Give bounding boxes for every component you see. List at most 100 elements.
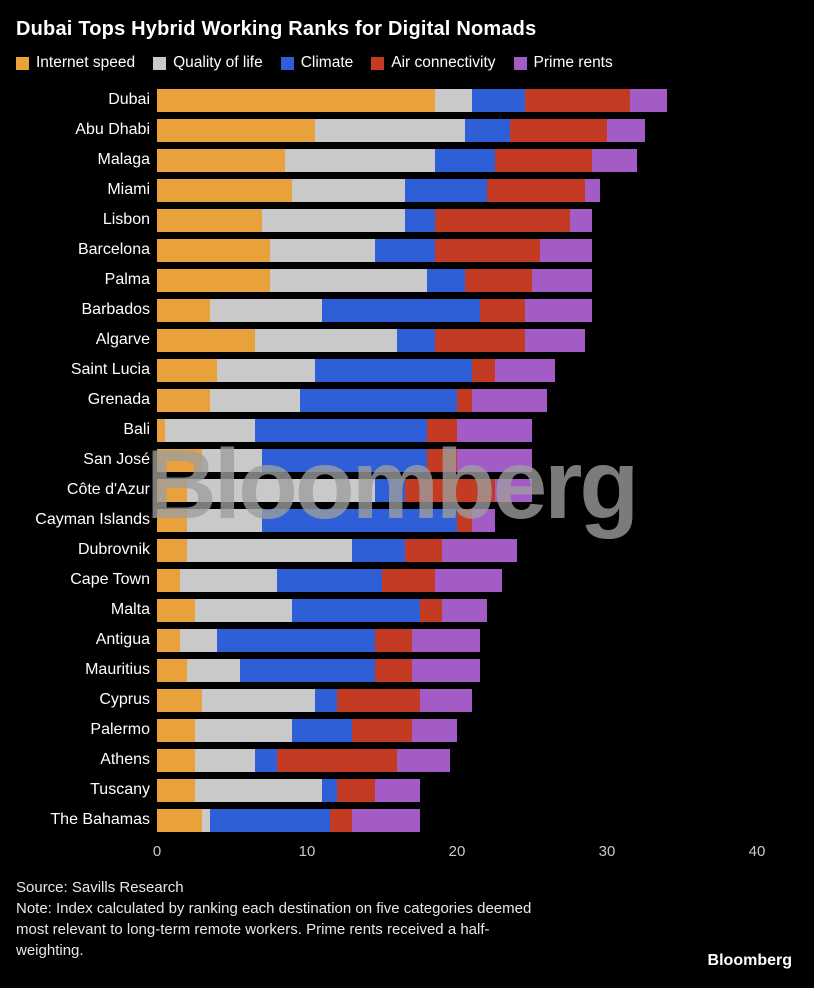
- bar-segment: [509, 118, 607, 142]
- bloomberg-logo: Bloomberg: [707, 952, 792, 969]
- bar-segment: [157, 718, 195, 742]
- bar-segment: [419, 598, 442, 622]
- bar-segment: [314, 118, 465, 142]
- bar-segment: [479, 298, 525, 322]
- stacked-bar: [157, 328, 585, 352]
- bar-segment: [209, 298, 322, 322]
- legend: Internet speed Quality of life Climate Air …: [0, 41, 814, 72]
- bar-segment: [314, 358, 472, 382]
- category-label: Abu Dhabi: [75, 121, 150, 138]
- bar-segment: [157, 268, 270, 292]
- legend-item: Internet speed: [16, 54, 135, 72]
- legend-item: Climate: [280, 54, 353, 72]
- chart-row: Grenada: [16, 385, 814, 415]
- bar-segment: [292, 598, 420, 622]
- legend-label: Quality of life: [173, 54, 263, 71]
- bar-segment: [194, 598, 292, 622]
- bar-segment: [292, 718, 352, 742]
- bar-segment: [607, 118, 645, 142]
- bar-segment: [457, 508, 472, 532]
- bar-segment: [412, 718, 457, 742]
- bar-segment: [157, 118, 315, 142]
- bar-segment: [457, 418, 532, 442]
- bar-segment: [494, 358, 555, 382]
- bar-segment: [374, 478, 405, 502]
- chart-row: Cayman Islands: [16, 505, 814, 535]
- bar-segment: [404, 538, 442, 562]
- category-label: Lisbon: [102, 211, 150, 228]
- category-label: Grenada: [87, 391, 150, 408]
- chart-row: Algarve: [16, 325, 814, 355]
- category-label: Malta: [110, 601, 150, 618]
- bar-segment: [472, 88, 525, 112]
- stacked-bar: [157, 88, 667, 112]
- x-axis-tick-label: 0: [152, 843, 162, 860]
- bar-segment: [569, 208, 592, 232]
- stacked-bar: [157, 748, 450, 772]
- stacked-bar: [157, 418, 532, 442]
- bar-segment: [217, 358, 315, 382]
- bar-segment: [427, 418, 457, 442]
- bar-segment: [487, 178, 585, 202]
- bar-segment: [277, 748, 397, 772]
- bar-segment: [352, 538, 405, 562]
- category-label: Cyprus: [99, 691, 150, 708]
- source-line: Source: Savills Research: [16, 879, 184, 896]
- bar-segment: [187, 658, 240, 682]
- bar-segment: [157, 148, 285, 172]
- bar-segment: [157, 178, 292, 202]
- bar-segment: [404, 478, 495, 502]
- bar-segment: [202, 448, 262, 472]
- bar-segment: [434, 568, 502, 592]
- category-label: Palma: [104, 271, 150, 288]
- bar-segment: [157, 748, 195, 772]
- chart-row: Mauritius: [16, 655, 814, 685]
- legend-label: Air connectivity: [391, 54, 496, 71]
- bar-segment: [269, 268, 427, 292]
- bar-segment: [404, 178, 487, 202]
- legend-label: Internet speed: [36, 54, 136, 71]
- category-label: San José: [83, 451, 150, 468]
- bar-segment: [629, 88, 667, 112]
- stacked-bar: [157, 358, 555, 382]
- bar-segment: [352, 808, 420, 832]
- chart-row: Lisbon: [16, 205, 814, 235]
- category-label: Miami: [107, 181, 150, 198]
- bar-segment: [217, 628, 375, 652]
- chart-row: Bali: [16, 415, 814, 445]
- category-label: Algarve: [95, 331, 150, 348]
- category-label: Cayman Islands: [35, 511, 150, 528]
- legend-item: Air connectivity: [371, 54, 496, 72]
- bar-segment: [157, 208, 262, 232]
- category-label: Dubai: [108, 91, 150, 108]
- bar-segment: [322, 298, 480, 322]
- bar-segment: [524, 88, 630, 112]
- bar-segment: [337, 778, 375, 802]
- legend-item: Prime rents: [513, 54, 613, 72]
- category-label: Athens: [100, 751, 150, 768]
- bar-segment: [374, 778, 420, 802]
- bar-segment: [157, 298, 210, 322]
- stacked-bar: [157, 688, 472, 712]
- bar-segment: [329, 808, 352, 832]
- bar-segment: [322, 778, 337, 802]
- category-label: Barbados: [81, 301, 151, 318]
- bar-segment: [539, 238, 592, 262]
- bar-segment: [524, 298, 592, 322]
- stacked-bar: [157, 238, 592, 262]
- bar-segment: [194, 718, 292, 742]
- bar-segment: [157, 568, 180, 592]
- legend-item: Quality of life: [153, 54, 263, 72]
- chart-row: Cyprus: [16, 685, 814, 715]
- stacked-bar: [157, 298, 592, 322]
- stacked-bar: [157, 148, 637, 172]
- category-label: Cape Town: [70, 571, 150, 588]
- bar-segment: [434, 328, 525, 352]
- category-label: Palermo: [90, 721, 150, 738]
- chart-row: Dubai: [16, 85, 814, 115]
- stacked-bar: [157, 598, 487, 622]
- category-label: Mauritius: [85, 661, 150, 678]
- stacked-bar: [157, 628, 480, 652]
- chart-row: Abu Dhabi: [16, 115, 814, 145]
- bar-segment: [457, 448, 532, 472]
